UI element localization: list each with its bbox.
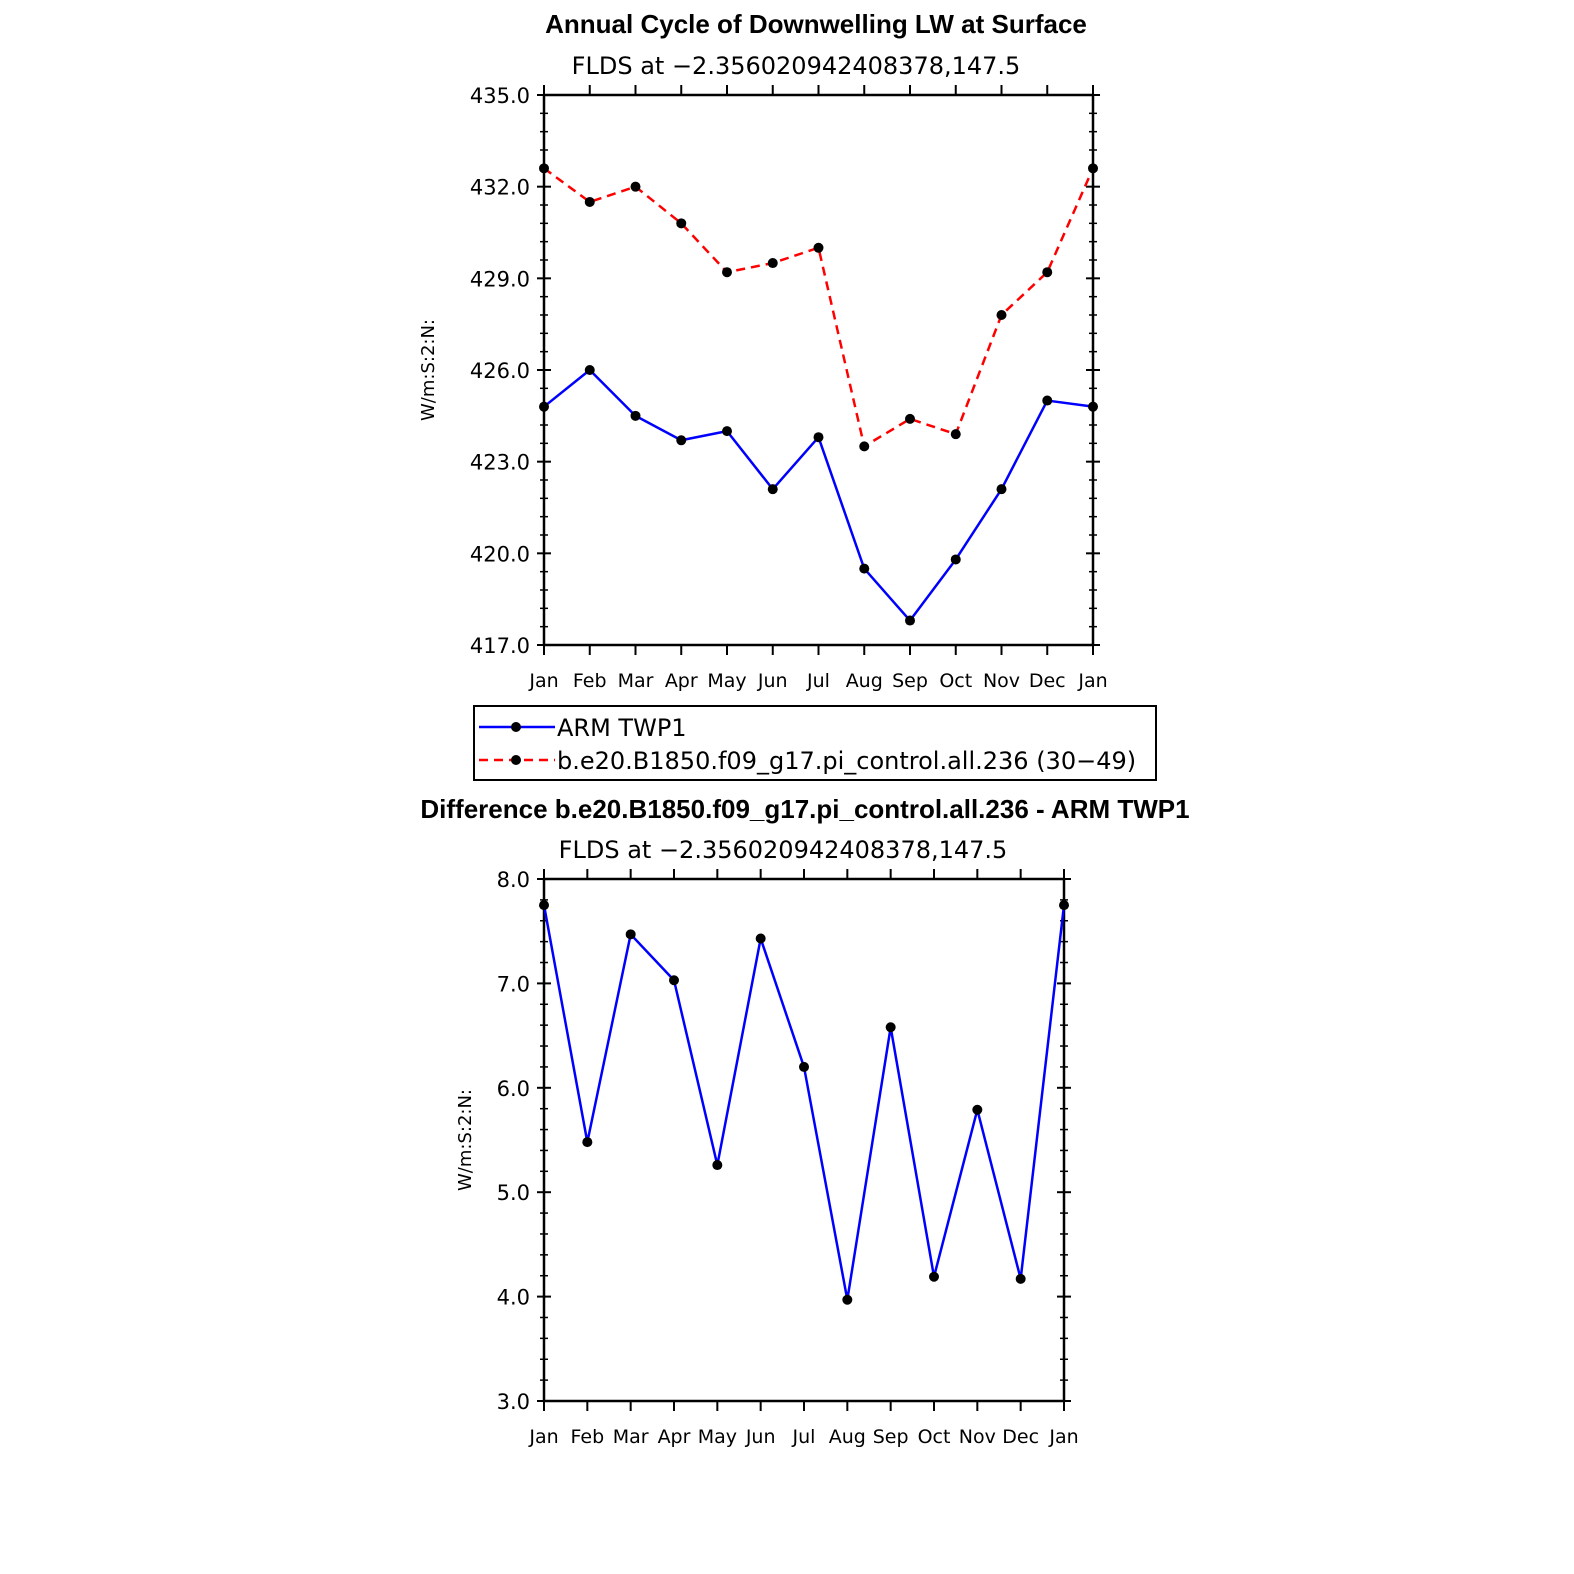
y-tick-label: 423.0 [470, 451, 530, 475]
data-point [885, 1022, 896, 1033]
chart-title: Difference b.e20.B1850.f09_g17.pi_contro… [420, 794, 1189, 824]
data-point [584, 196, 595, 207]
chart-title: Annual Cycle of Downwelling LW at Surfac… [545, 9, 1087, 39]
legend-marker-model [511, 755, 521, 765]
x-tick-label: Mar [613, 1426, 649, 1448]
x-tick-label: Jan [1048, 1426, 1078, 1448]
data-point [1042, 395, 1053, 406]
data-point [905, 413, 915, 424]
x-tick-label: Dec [1002, 1426, 1039, 1448]
data-point [996, 310, 1007, 320]
difference-panel: Difference b.e20.B1850.f09_g17.pi_contro… [420, 794, 1189, 1448]
data-point [722, 267, 732, 278]
x-tick-label: Dec [1029, 670, 1066, 692]
y-tick-label: 435.0 [470, 84, 530, 108]
x-tick-label: Jan [528, 1426, 558, 1448]
data-point [539, 163, 549, 174]
data-point [712, 1160, 723, 1171]
y-tick-label: 3.0 [497, 1390, 530, 1414]
chart-subtitle: FLDS at −2.356020942408378,147.5 [559, 836, 1008, 864]
y-tick-label: 6.0 [497, 1077, 530, 1101]
x-tick-label: Nov [959, 1426, 996, 1448]
data-point [630, 181, 641, 192]
plot-area: 3.0 4.0 5.0 6.0 7.0 8.0 Jan Feb Mar Apr May Jun Jul A… [497, 868, 1079, 1448]
x-tick-label: Jun [757, 670, 788, 692]
data-point [799, 1061, 809, 1072]
series-line-0 [542, 904, 1066, 1301]
y-tick-label: 417.0 [470, 634, 530, 658]
data-point [1088, 401, 1098, 412]
legend-marker-arm [511, 722, 521, 732]
data-point [1015, 1273, 1026, 1284]
plot-frame [542, 93, 1095, 647]
y-tick-label: 8.0 [497, 868, 530, 892]
x-tick-label: Jul [806, 670, 830, 692]
data-point [813, 242, 824, 253]
x-tick-label: Jan [1077, 670, 1107, 692]
data-point [1059, 900, 1069, 911]
y-axis-label: W/m:S:2:N: [455, 1089, 476, 1191]
y-tick-label: 4.0 [497, 1286, 530, 1310]
data-point [813, 432, 824, 443]
x-tick-label: Feb [573, 670, 607, 692]
data-point [676, 435, 687, 446]
y-tick-label: 426.0 [470, 359, 530, 383]
data-point [669, 975, 679, 986]
y-tick-label: 420.0 [470, 542, 530, 566]
data-point [859, 563, 870, 574]
data-point [972, 1104, 983, 1115]
data-point [582, 1137, 593, 1148]
data-point [929, 1271, 939, 1282]
series-line-0 [543, 368, 1094, 622]
y-tick-label: 432.0 [470, 176, 530, 200]
x-tick-label: Oct [939, 670, 972, 692]
data-point [767, 258, 778, 269]
data-point [950, 554, 961, 565]
y-axis-label: W/m:S:2:N: [418, 319, 439, 421]
x-tick-label: Apr [658, 1426, 691, 1448]
x-tick-label: Sep [873, 1426, 909, 1448]
y-tick-label: 429.0 [470, 267, 530, 291]
data-point [539, 401, 549, 412]
data-point [755, 933, 766, 944]
legend: ARM TWP1 b.e20.B1850.f09_g17.pi_control.… [473, 705, 1157, 781]
y-tick-label: 7.0 [497, 972, 530, 996]
data-point [676, 218, 687, 229]
data-point [1042, 267, 1053, 278]
series-line-1 [543, 167, 1095, 448]
annual-cycle-panel: Annual Cycle of Downwelling LW at Surfac… [418, 9, 1157, 781]
legend-box [473, 705, 1157, 781]
chart-subtitle: FLDS at −2.356020942408378,147.5 [572, 52, 1021, 80]
x-tick-label: Apr [665, 670, 698, 692]
x-tick-label: Jan [528, 670, 558, 692]
plot-area: 417.0 420.0 423.0 426.0 429.0 432.0 435.0 Jan Fe… [470, 84, 1108, 692]
data-point [625, 929, 636, 940]
x-tick-label: May [698, 1426, 737, 1448]
x-tick-label: May [707, 670, 746, 692]
y-tick-label: 5.0 [497, 1181, 530, 1205]
x-tick-label: Jun [745, 1426, 776, 1448]
data-point [767, 484, 778, 495]
data-point [859, 441, 870, 452]
data-point [950, 429, 961, 440]
data-point [584, 365, 595, 375]
data-point [1088, 163, 1098, 174]
data-point [996, 484, 1007, 495]
x-tick-label: Feb [571, 1426, 605, 1448]
x-tick-label: Mar [618, 670, 654, 692]
x-tick-label: Sep [892, 670, 928, 692]
x-tick-label: Oct [918, 1426, 951, 1448]
data-point [630, 410, 641, 421]
legend-label-model: b.e20.B1850.f09_g17.pi_control.all.236 (… [557, 747, 1136, 775]
x-tick-label: Aug [846, 670, 883, 692]
x-tick-label: Nov [983, 670, 1020, 692]
data-point [842, 1294, 853, 1305]
legend-label-arm: ARM TWP1 [557, 714, 687, 742]
data-point [905, 615, 915, 626]
data-point [722, 426, 732, 437]
data-point [539, 900, 549, 911]
x-tick-label: Aug [829, 1426, 866, 1448]
x-tick-label: Jul [792, 1426, 816, 1448]
